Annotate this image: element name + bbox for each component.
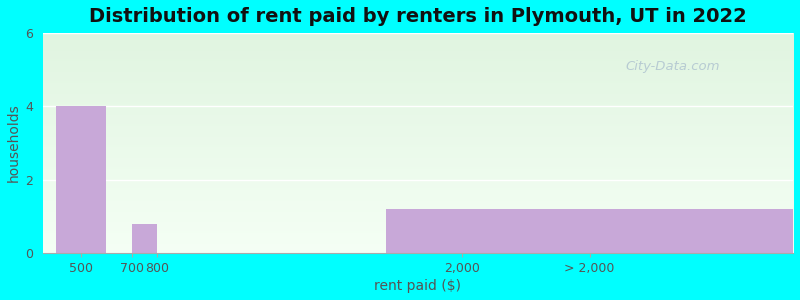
Title: Distribution of rent paid by renters in Plymouth, UT in 2022: Distribution of rent paid by renters in … — [89, 7, 747, 26]
Text: City-Data.com: City-Data.com — [626, 59, 720, 73]
X-axis label: rent paid ($): rent paid ($) — [374, 279, 462, 293]
Bar — [55, 106, 106, 253]
Bar — [132, 224, 158, 253]
Bar — [386, 209, 793, 253]
Y-axis label: households: households — [7, 103, 21, 182]
